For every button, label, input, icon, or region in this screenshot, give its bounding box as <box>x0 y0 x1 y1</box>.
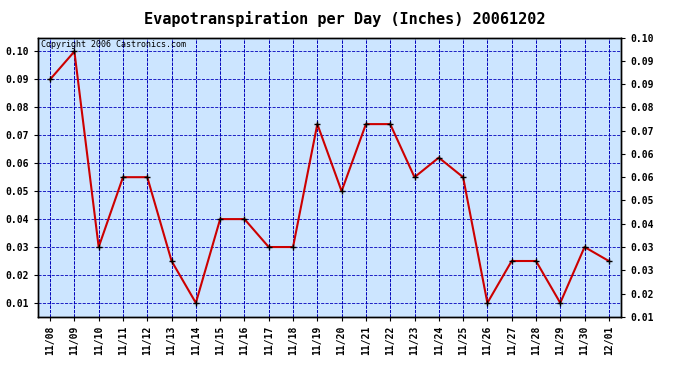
Text: Evapotranspiration per Day (Inches) 20061202: Evapotranspiration per Day (Inches) 2006… <box>144 11 546 27</box>
Text: Copyright 2006 Castronics.com: Copyright 2006 Castronics.com <box>41 40 186 49</box>
